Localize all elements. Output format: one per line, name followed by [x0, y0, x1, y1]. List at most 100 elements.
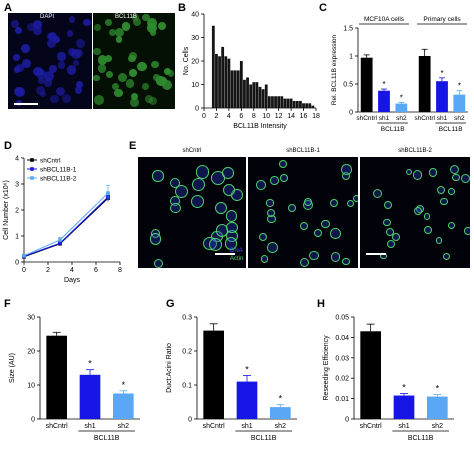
shbcl11b-1-micrograph [248, 157, 358, 268]
category-label: shCntrl [356, 115, 377, 122]
histogram-bar [211, 25, 215, 108]
shcntrl-label: shCntrl [182, 148, 202, 154]
cell-blob [386, 228, 395, 237]
x-tick-label: 14 [287, 113, 295, 120]
cell-blob [449, 164, 460, 175]
group-title: MCF10A cells [364, 16, 405, 23]
cell-blob [451, 173, 460, 182]
x-tick-label: 18 [312, 113, 320, 120]
cell-blob [225, 210, 237, 222]
histogram-bar [255, 82, 259, 108]
cell-blob [142, 13, 150, 22]
cell-blob [222, 167, 234, 179]
category-label: sh2 [396, 115, 407, 122]
legend-marker [30, 158, 34, 162]
cell-blob [129, 69, 137, 78]
histogram-bar [274, 96, 277, 108]
category-label: sh2 [454, 115, 465, 122]
legend-label: shBCL11B-1 [40, 167, 77, 174]
y-tick-label: 3 [15, 182, 19, 189]
cell-blob [130, 98, 139, 107]
cell-blob [114, 88, 123, 98]
cell-blob [27, 22, 36, 31]
cell-blob [114, 28, 124, 38]
histogram-bar [305, 103, 309, 108]
histogram-bar [283, 98, 287, 108]
cell-blob [299, 221, 309, 231]
panel-letter-a: A [4, 2, 12, 14]
cell-blob [147, 18, 157, 29]
bar [427, 396, 448, 419]
cell-blob [131, 92, 139, 100]
cell-blob [266, 208, 276, 218]
cell-blob [76, 81, 84, 89]
cell-blob [125, 79, 134, 88]
reseeding-bar-chart: 0 0.01 0.02 0.03 0.04 0.05 Reseeding Efficienc… [323, 315, 454, 442]
significance-star: * [400, 93, 403, 102]
cell-blob [13, 53, 21, 62]
cell-blob [414, 206, 423, 215]
cell-blob [46, 32, 54, 40]
cell-blob [21, 44, 31, 53]
category-label: sh1 [84, 423, 95, 430]
x-tick-label: 4 [70, 267, 74, 274]
y-tick-label: 0.5 [343, 82, 353, 89]
cell-blob [15, 99, 23, 107]
cell-blob [38, 77, 46, 85]
cell-blob [122, 22, 131, 31]
cell-blob [33, 66, 43, 76]
histogram-bar [292, 100, 296, 108]
cell-blob [260, 255, 269, 264]
cell-blob [112, 82, 119, 90]
bar [79, 374, 101, 419]
histogram-bar [236, 70, 240, 108]
cell-blob [10, 19, 20, 29]
cell-blob [303, 197, 312, 207]
bar [203, 330, 224, 419]
histogram-bar [261, 89, 265, 108]
legend-label: shBCL11B-2 [40, 176, 77, 183]
histogram-bar [299, 100, 302, 108]
panel-letter-f: F [4, 298, 11, 310]
cell-blob [175, 184, 189, 199]
y-tick-label: 2 [15, 208, 19, 215]
cell-blob [436, 186, 445, 195]
cell-blob [153, 74, 160, 82]
y-tick-label: 30 [191, 35, 199, 42]
panel-letter-d: D [4, 140, 12, 152]
cell-blob [22, 58, 32, 68]
cell-blob [279, 174, 289, 183]
significance-star: * [440, 69, 443, 78]
bar [270, 407, 291, 419]
group-label: BCL11B [94, 435, 120, 442]
y-tick-label: 0.01 [335, 396, 349, 403]
cell-blob [256, 179, 267, 190]
cell-blob [412, 170, 423, 180]
category-label: sh1 [398, 423, 409, 430]
cell-blob [105, 71, 113, 79]
bcl11b-label: BCL11B [115, 14, 137, 20]
cell-blob [346, 199, 354, 208]
y-tick-label: 4 [15, 156, 19, 163]
bar [46, 335, 67, 419]
cell-blob [392, 232, 401, 242]
cell-blob [406, 168, 413, 175]
bar [395, 103, 408, 112]
y-tick-label: 0.02 [335, 376, 349, 383]
shbcl11b-2-micrograph [360, 157, 470, 268]
data-point [106, 191, 110, 195]
cell-blob [68, 16, 75, 23]
y-tick-label: 0 [349, 110, 353, 117]
cell-blob [66, 30, 74, 38]
cell-blob [152, 170, 164, 182]
cell-blob [373, 188, 383, 198]
cell-blob [209, 237, 223, 251]
group-title: Primary cells [423, 16, 461, 23]
y-tick-label: 0.04 [335, 335, 349, 342]
category-label: sh2 [118, 423, 129, 430]
histogram-bar [221, 46, 225, 108]
significance-star: * [279, 394, 283, 404]
histogram-bar [258, 86, 262, 108]
category-label: shCntrl [46, 423, 69, 430]
histogram-bar [264, 84, 268, 108]
